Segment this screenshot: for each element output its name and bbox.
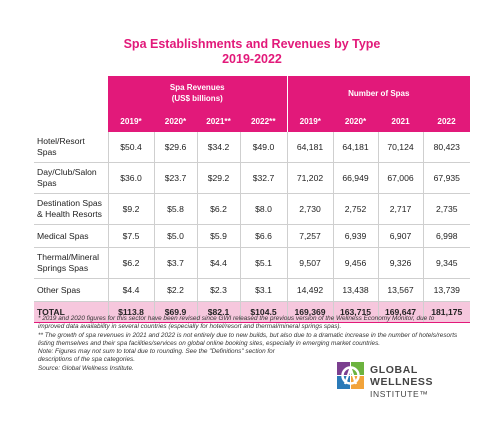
table-cell: $5.1 <box>239 247 288 279</box>
table-cell: 13,438 <box>332 278 379 302</box>
chart-title: Spa Establishments and Revenues by Type <box>123 37 381 51</box>
table-cell: $36.0 <box>107 162 154 194</box>
col-spas-2020: 2020* <box>333 110 379 132</box>
row-label: Other Spas <box>34 278 108 302</box>
table-cell: 2,717 <box>377 193 424 225</box>
col-rev-2022: 2022** <box>240 110 288 132</box>
table-cell: $6.2 <box>107 247 154 279</box>
table-row: Other Spas $4.4 $2.2 $2.3 $3.1 14,492 13… <box>34 278 471 302</box>
table-cell: $29.2 <box>196 162 240 194</box>
footnote-growth: ** The growth of spa revenues in 2021 an… <box>38 331 458 347</box>
table-cell: $5.0 <box>153 224 197 248</box>
table-cell: 2,730 <box>286 193 334 225</box>
table-cell: 80,423 <box>422 132 471 163</box>
footnote-revision: * 2019 and 2020 figures for this sector … <box>38 315 435 331</box>
table-row: Thermal/Mineral Springs Spas $6.2 $3.7 $4… <box>34 247 471 279</box>
table-cell: $5.8 <box>153 193 197 225</box>
chart-subtitle: 2019-2022 <box>222 52 282 66</box>
total-cell: $113.8 <box>107 301 154 323</box>
col-rev-2020: 2020* <box>154 110 197 132</box>
gwi-logo: GLOBAL WELLNESS INSTITUTE™ <box>336 360 476 399</box>
table-cell: 13,739 <box>422 278 471 302</box>
table-cell: $9.2 <box>107 193 154 225</box>
col-spas-2021: 2021 <box>378 110 424 132</box>
spas-group-header: Number of Spas <box>286 76 471 110</box>
table-cell: 6,998 <box>422 224 471 248</box>
table-cell: $3.1 <box>239 278 288 302</box>
table-cell: 7,257 <box>286 224 334 248</box>
table-cell: 6,907 <box>377 224 424 248</box>
revenue-group-label: Spa Revenues <box>169 83 225 92</box>
table-row: Day/Club/Salon Spas $36.0 $23.7 $29.2 $32… <box>34 162 471 194</box>
table-cell: $6.6 <box>239 224 288 248</box>
table-cell: 66,949 <box>332 162 379 194</box>
table-cell: 9,507 <box>286 247 334 279</box>
footnotes: * 2019 and 2020 figures for this sector … <box>38 315 458 373</box>
table-cell: $29.6 <box>153 132 197 163</box>
table-cell: $7.5 <box>107 224 154 248</box>
total-cell: $69.9 <box>153 301 197 323</box>
table-cell: $5.9 <box>196 224 240 248</box>
table-row: Destination Spas & Health Resorts $9.2 $5… <box>34 193 471 225</box>
total-cell: 169,369 <box>286 301 334 323</box>
table-cell: 9,345 <box>422 247 471 279</box>
table-cell: 64,181 <box>332 132 379 163</box>
row-label: Destination Spas & Health Resorts <box>34 193 108 225</box>
revenue-group-unit: (US$ billions) <box>171 94 223 103</box>
table-cell: 67,006 <box>377 162 424 194</box>
table-cell: $50.4 <box>107 132 154 163</box>
table-cell: $34.2 <box>196 132 240 163</box>
table-cell: 64,181 <box>286 132 334 163</box>
row-label: Medical Spas <box>34 224 108 248</box>
total-label: TOTAL <box>34 301 108 323</box>
table-cell: 13,567 <box>377 278 424 302</box>
revenue-group-header: Spa Revenues (US$ billions) <box>108 76 288 110</box>
total-row: TOTAL $113.8 $69.9 $82.1 $104.5 169,369 … <box>34 301 471 323</box>
table-cell: 9,456 <box>332 247 379 279</box>
table-cell: $2.2 <box>153 278 197 302</box>
table-row: Medical Spas $7.5 $5.0 $5.9 $6.6 7,257 6… <box>34 224 471 248</box>
row-label: Day/Club/Salon Spas <box>34 162 108 194</box>
table-cell: $4.4 <box>196 247 240 279</box>
total-cell: 181,175 <box>422 301 471 323</box>
table-cell: 70,124 <box>377 132 424 163</box>
footnote-rounding: Note: Figures may not sum to total due t… <box>38 348 275 364</box>
table-cell: 9,326 <box>377 247 424 279</box>
header-corner-2 <box>34 110 108 132</box>
row-label: Thermal/Mineral Springs Spas <box>34 247 108 279</box>
total-cell: 169,647 <box>377 301 424 323</box>
gwi-logo-icon <box>337 362 364 389</box>
col-spas-2022: 2022 <box>423 110 471 132</box>
table-cell: 2,735 <box>422 193 471 225</box>
col-rev-2019: 2019* <box>108 110 154 132</box>
table-cell: $4.4 <box>107 278 154 302</box>
total-cell: $82.1 <box>196 301 240 323</box>
table-row: Hotel/Resort Spas $50.4 $29.6 $34.2 $49.0… <box>34 132 471 163</box>
col-rev-2021: 2021** <box>197 110 240 132</box>
logo-line2: INSTITUTE™ <box>370 389 429 399</box>
table-cell: $32.7 <box>239 162 288 194</box>
total-cell: 163,715 <box>332 301 379 323</box>
table-cell: 14,492 <box>286 278 334 302</box>
table-cell: 71,202 <box>286 162 334 194</box>
logo-line1: GLOBAL WELLNESS <box>370 364 434 388</box>
table-cell: $23.7 <box>153 162 197 194</box>
table-cell: $49.0 <box>239 132 288 163</box>
table-cell: 6,939 <box>332 224 379 248</box>
row-label: Hotel/Resort Spas <box>34 132 108 163</box>
table-cell: $8.0 <box>239 193 288 225</box>
col-spas-2019: 2019* <box>286 110 334 132</box>
header-corner <box>34 76 108 110</box>
table-cell: 2,752 <box>332 193 379 225</box>
table-cell: $6.2 <box>196 193 240 225</box>
total-cell: $104.5 <box>239 301 288 323</box>
table-cell: 67,935 <box>422 162 471 194</box>
table-cell: $2.3 <box>196 278 240 302</box>
table-cell: $3.7 <box>153 247 197 279</box>
footnote-source: Source: Global Wellness Institute. <box>38 364 134 372</box>
spa-table: Spa Revenues (US$ billions) Number of Sp… <box>34 76 471 323</box>
